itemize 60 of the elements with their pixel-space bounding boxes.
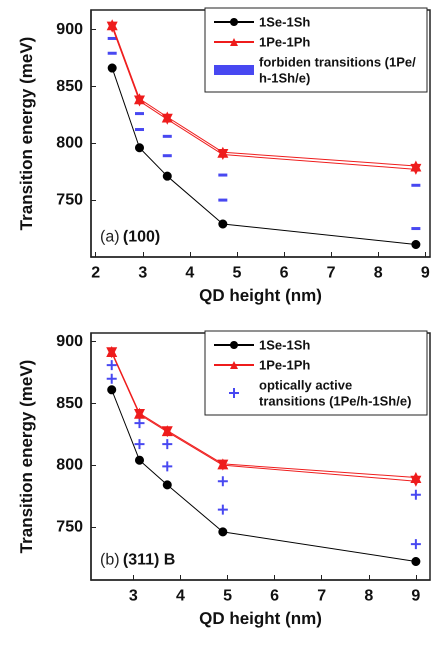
x-tick-label: 7 <box>326 264 336 282</box>
legend-label: forbiden transitions (1Pe/h-1Sh/e) <box>259 54 416 86</box>
x-axis-title: QD height (nm) <box>199 286 322 305</box>
x-tick-label: 2 <box>91 264 100 282</box>
point <box>411 240 420 249</box>
x-tick-label: 5 <box>232 264 242 282</box>
legend-label: 1Pe-1Ph <box>259 358 310 372</box>
x-tick-label: 7 <box>317 588 326 604</box>
x-tick-label: 5 <box>223 588 232 604</box>
point <box>106 374 117 384</box>
point <box>162 480 172 490</box>
x-tick-label: 8 <box>374 264 383 282</box>
point <box>218 476 228 486</box>
point <box>106 360 117 370</box>
point <box>218 527 228 536</box>
y-tick-label: 800 <box>56 134 84 152</box>
annotation: (100) <box>122 228 160 246</box>
annotation: (311) B <box>122 552 176 568</box>
point <box>218 219 228 228</box>
x-tick-label: 4 <box>176 588 186 604</box>
point <box>218 504 228 515</box>
point <box>162 439 172 450</box>
point <box>411 556 420 566</box>
legend-label: 1Se-1Sh <box>259 338 310 352</box>
point <box>162 461 172 472</box>
y-tick-label: 850 <box>56 394 84 412</box>
point <box>135 456 144 465</box>
y-tick-label: 800 <box>56 456 84 474</box>
point <box>134 439 144 450</box>
y-axis-title: Transition energy (meV) <box>17 36 36 230</box>
x-tick-label: 3 <box>138 264 148 282</box>
x-tick-label: 8 <box>364 588 374 604</box>
x-tick-label: 6 <box>280 264 289 282</box>
point <box>107 385 116 394</box>
annotation: (a) <box>100 228 120 246</box>
legend-label: 1Pe-1Ph <box>259 34 310 50</box>
x-axis-title: QD height (nm) <box>199 609 322 628</box>
y-axis-title: Transition energy (meV) <box>17 360 36 554</box>
y-tick-label: 750 <box>56 518 84 536</box>
x-tick-label: 6 <box>270 588 280 604</box>
y-tick-label: 750 <box>56 192 84 209</box>
point <box>410 490 421 500</box>
point <box>134 418 144 428</box>
point <box>106 22 118 33</box>
point <box>410 539 421 550</box>
legend-label: 1Se-1Sh <box>259 14 310 30</box>
x-tick-label: 9 <box>411 588 420 604</box>
y-tick-label: 900 <box>56 333 84 350</box>
point <box>410 164 422 175</box>
x-tick-label: 4 <box>185 264 194 282</box>
y-tick-label: 900 <box>56 20 84 38</box>
x-tick-label: 3 <box>128 588 138 604</box>
point <box>108 64 117 73</box>
annotation: (b) <box>100 552 120 568</box>
legend-label: optically active transitions (1Pe/h-1Sh/e) <box>259 378 412 408</box>
x-tick-label: 9 <box>420 264 430 282</box>
point <box>162 172 172 181</box>
point <box>135 143 144 152</box>
y-tick-label: 850 <box>56 78 84 95</box>
point <box>410 476 422 487</box>
